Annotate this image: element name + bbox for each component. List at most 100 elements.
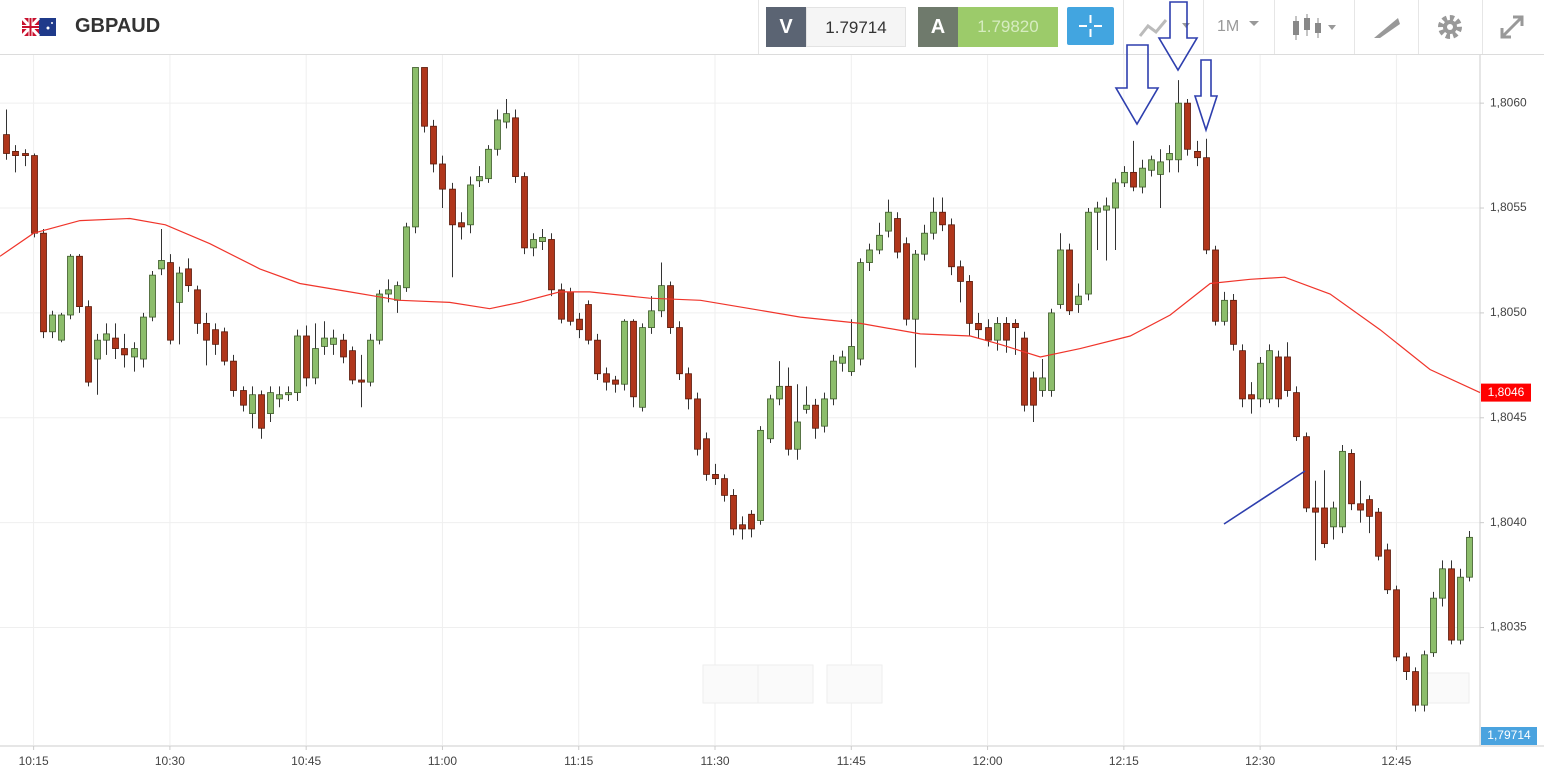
settings-button[interactable]: [1436, 13, 1464, 41]
candle-body: [1421, 654, 1428, 706]
candle-body: [31, 155, 38, 234]
buy-button[interactable]: A: [918, 7, 958, 47]
candle-body: [857, 262, 864, 360]
candle-body: [131, 348, 138, 358]
candle-body: [948, 224, 955, 268]
candle-body: [458, 222, 465, 228]
candle-body: [330, 337, 337, 345]
candle-body: [539, 236, 546, 242]
candle-body: [249, 394, 256, 414]
candle-body: [112, 337, 119, 349]
candle-body: [185, 268, 192, 287]
x-tick-label: 11:45: [837, 754, 866, 768]
nav-button[interactable]: [826, 664, 883, 704]
candle-body: [730, 494, 737, 530]
candle-body: [694, 398, 701, 450]
candle-body: [1166, 153, 1173, 161]
candle-body: [67, 255, 74, 316]
annotations: [1114, 1, 1306, 525]
arrow-annotation: [1114, 44, 1160, 126]
moving-average-line: [0, 217, 1481, 394]
candle-body: [403, 226, 410, 289]
sell-button[interactable]: V: [766, 7, 806, 47]
trend-line: [1223, 470, 1306, 525]
arrow-annotation: [1193, 59, 1219, 133]
candle-body: [794, 421, 801, 450]
candle-body: [321, 337, 328, 347]
candle-body: [685, 373, 692, 400]
candle-body: [1039, 377, 1046, 391]
chart-type-button[interactable]: [1138, 14, 1194, 40]
candle-body: [385, 289, 392, 295]
candle-body: [149, 274, 156, 318]
last-value-box: [1481, 383, 1531, 402]
candle-body: [358, 379, 365, 383]
candle-body: [1357, 503, 1364, 511]
buy-price[interactable]: 1.79820: [958, 7, 1058, 47]
candle-body: [167, 262, 174, 341]
candle-body: [1403, 656, 1410, 672]
candle-body: [803, 404, 810, 410]
timeframe[interactable]: 1M: [1217, 18, 1240, 35]
crosshair-button[interactable]: [1067, 7, 1114, 45]
fullscreen-button[interactable]: [1498, 13, 1526, 41]
candle-body: [667, 285, 674, 328]
candle-body: [1366, 499, 1373, 517]
candle-body: [467, 184, 474, 226]
toolbar: GBPAUD V 1.79714 A 1.79820 1M: [0, 0, 1544, 55]
candle-body: [140, 316, 147, 360]
candle-body: [739, 524, 746, 530]
separator: [758, 0, 759, 54]
separator: [1418, 0, 1419, 54]
sell-price[interactable]: 1.79714: [806, 7, 906, 47]
candle-body: [930, 211, 937, 234]
candle-body: [1194, 150, 1201, 159]
candle-body: [576, 318, 583, 331]
candle-body: [1275, 356, 1282, 400]
candle-body: [430, 125, 437, 165]
candle-body: [748, 513, 755, 530]
candle-style-button[interactable]: [1288, 12, 1344, 42]
candle-body: [1321, 507, 1328, 545]
candle-body: [1430, 597, 1437, 654]
candle-body: [449, 188, 456, 226]
candle-body: [957, 266, 964, 282]
nav-button[interactable]: [1426, 672, 1470, 704]
candle-body: [376, 293, 383, 341]
separator: [1354, 0, 1355, 54]
candle-body: [1348, 453, 1355, 505]
arrow-annotation: [1157, 1, 1199, 72]
candle-body: [1066, 249, 1073, 312]
candle-body: [258, 394, 265, 429]
candle-body: [40, 232, 47, 333]
candle-body: [421, 67, 428, 127]
candle-body: [594, 339, 601, 375]
candle-body: [176, 272, 183, 303]
candle-body: [1103, 205, 1110, 211]
candle-body: [866, 249, 873, 263]
candle-body: [312, 348, 319, 379]
candle-body: [494, 119, 501, 150]
candle-body: [721, 478, 728, 496]
candle-body: [1094, 207, 1101, 213]
candle-body: [839, 356, 846, 364]
candle-body: [894, 218, 901, 253]
candle-body: [1139, 167, 1146, 188]
x-tick-label: 12:45: [1381, 754, 1411, 768]
candle-body: [1248, 394, 1255, 400]
flag-icon: [22, 18, 56, 36]
candle-body: [648, 310, 655, 328]
candle-body: [612, 379, 619, 385]
candle-body: [548, 239, 555, 291]
candle-body: [439, 163, 446, 190]
draw-tool-button[interactable]: [1372, 14, 1402, 40]
candle-body: [676, 327, 683, 375]
candle-body: [1284, 356, 1291, 391]
candle-body: [558, 289, 565, 320]
candle-body: [757, 429, 764, 521]
candle-body: [1048, 312, 1055, 391]
candle-body: [476, 176, 483, 182]
candle-body: [12, 150, 19, 156]
